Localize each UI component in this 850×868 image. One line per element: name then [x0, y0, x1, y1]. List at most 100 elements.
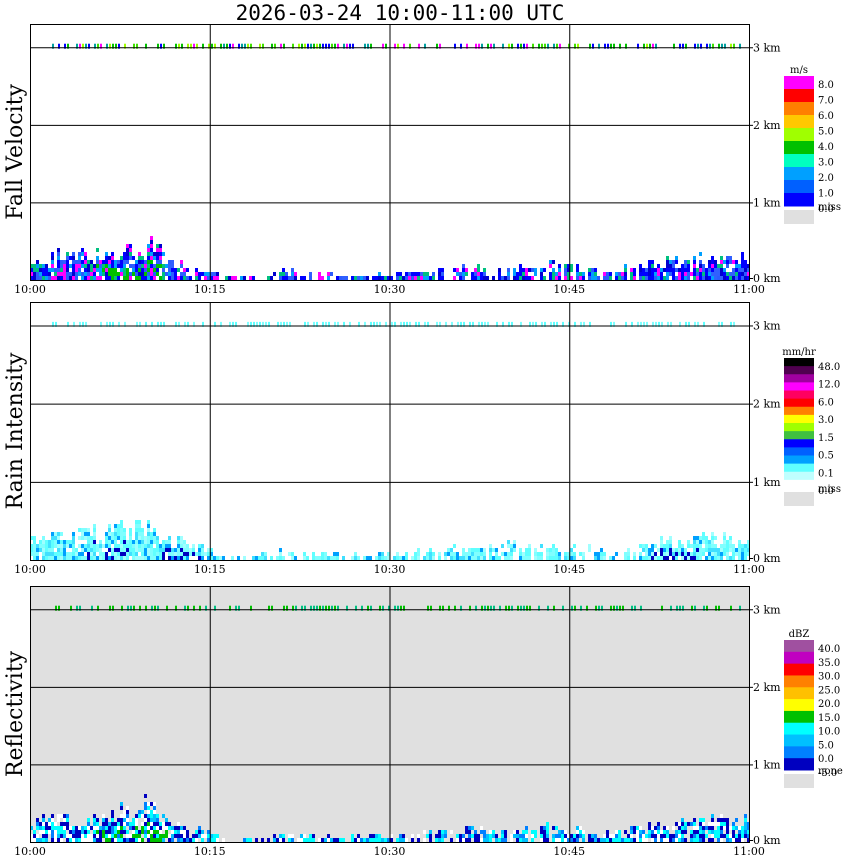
- echo-cell: [561, 838, 564, 842]
- echo-cell: [90, 540, 93, 544]
- echo-cell: [666, 260, 669, 264]
- top-echo-cell: [625, 43, 627, 49]
- echo-cell: [711, 818, 714, 822]
- echo-cell: [588, 838, 591, 842]
- echo-cell: [552, 276, 555, 280]
- echo-cell: [456, 552, 459, 556]
- echo-cell: [660, 552, 663, 556]
- echo-cell: [102, 818, 105, 822]
- echo-cell: [714, 548, 717, 552]
- legend-unit: dBZ: [789, 629, 810, 640]
- echo-cell: [189, 552, 192, 556]
- echo-cell: [48, 544, 51, 548]
- echo-cell: [558, 556, 561, 560]
- top-echo-cell: [262, 321, 264, 327]
- echo-cell: [93, 264, 96, 268]
- top-echo-cell: [655, 321, 657, 327]
- echo-cell: [402, 556, 405, 560]
- echo-cell: [243, 276, 246, 280]
- echo-cell: [69, 540, 72, 544]
- echo-cell: [36, 548, 39, 552]
- echo-cell: [60, 540, 63, 544]
- legend-label: 40.0: [818, 644, 840, 655]
- echo-cell: [429, 838, 432, 842]
- echo-cell: [216, 272, 219, 276]
- echo-cell: [591, 272, 594, 276]
- echo-cell: [636, 826, 639, 830]
- echo-cell: [594, 268, 597, 272]
- echo-cell: [672, 552, 675, 556]
- echo-cell: [213, 838, 216, 842]
- echo-cell: [678, 830, 681, 834]
- top-echo-cell: [502, 321, 504, 327]
- echo-cell: [150, 236, 153, 240]
- echo-cell: [78, 556, 81, 560]
- top-echo-cell: [382, 605, 384, 611]
- top-echo-cell: [145, 605, 147, 611]
- echo-cell: [729, 276, 732, 280]
- echo-cell: [396, 556, 399, 560]
- echo-cell: [630, 834, 633, 838]
- echo-cell: [210, 556, 213, 560]
- echo-cell: [522, 272, 525, 276]
- echo-cell: [234, 276, 237, 280]
- echo-cell: [81, 272, 84, 276]
- echo-cell: [726, 272, 729, 276]
- echo-cell: [300, 276, 303, 280]
- echo-cell: [711, 830, 714, 834]
- echo-cell: [147, 244, 150, 248]
- top-echo-cell: [214, 43, 216, 49]
- echo-cell: [39, 544, 42, 548]
- echo-cell: [648, 264, 651, 268]
- top-echo-cell: [112, 605, 114, 611]
- echo-cell: [249, 276, 252, 280]
- echo-cell: [324, 838, 327, 842]
- echo-cell: [735, 276, 738, 280]
- top-echo-cell: [346, 605, 348, 611]
- echo-cell: [540, 556, 543, 560]
- top-echo-cell: [520, 43, 522, 49]
- echo-cell: [699, 536, 702, 540]
- echo-cell: [330, 556, 333, 560]
- echo-cell: [117, 826, 120, 830]
- echo-cell: [621, 276, 624, 280]
- echo-cell: [264, 556, 267, 560]
- echo-cell: [468, 838, 471, 842]
- echo-cell: [108, 544, 111, 548]
- echo-cell: [651, 838, 654, 842]
- echo-cell: [42, 822, 45, 826]
- x-tick-label: 10:45: [553, 563, 585, 576]
- top-echo-cell: [118, 43, 120, 49]
- top-echo-cell: [415, 321, 417, 327]
- echo-cell: [150, 256, 153, 260]
- echo-cell: [135, 268, 138, 272]
- echo-cell: [735, 272, 738, 276]
- echo-cell: [147, 536, 150, 540]
- echo-cell: [681, 556, 684, 560]
- echo-cell: [72, 260, 75, 264]
- echo-cell: [192, 552, 195, 556]
- legend-label: 15.0: [818, 713, 840, 724]
- echo-cell: [612, 556, 615, 560]
- echo-cell: [738, 272, 741, 276]
- echo-cell: [732, 826, 735, 830]
- echo-cell: [699, 268, 702, 272]
- echo-cell: [141, 264, 144, 268]
- legend-swatch: [784, 640, 814, 653]
- echo-cell: [186, 544, 189, 548]
- top-echo-cell: [607, 43, 609, 49]
- echo-cell: [600, 548, 603, 552]
- echo-cell: [633, 830, 636, 834]
- echo-cell: [552, 548, 555, 552]
- echo-cell: [675, 822, 678, 826]
- echo-cell: [711, 826, 714, 830]
- echo-cell: [126, 260, 129, 264]
- echo-cell: [723, 532, 726, 536]
- echo-cell: [519, 838, 522, 842]
- echo-cell: [678, 276, 681, 280]
- echo-cell: [102, 264, 105, 268]
- top-echo-cell: [331, 43, 333, 49]
- echo-cell: [468, 830, 471, 834]
- echo-cell: [495, 556, 498, 560]
- echo-cell: [192, 548, 195, 552]
